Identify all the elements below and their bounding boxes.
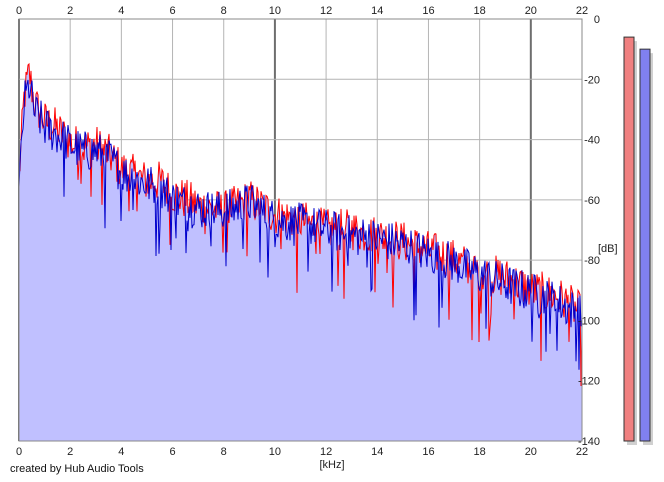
y-tick-label: -40 bbox=[584, 135, 600, 147]
x-tick-label: 18 bbox=[474, 446, 486, 458]
x-tick-labels-bottom: 0 2 4 6 8 10 12 14 16 18 20 22 bbox=[16, 446, 588, 458]
y-axis-label: [dB] bbox=[598, 243, 618, 255]
spectrum-fill bbox=[19, 64, 582, 441]
x-tick-labels-top: 0 2 4 6 8 10 12 14 16 18 20 22 bbox=[16, 5, 588, 17]
series-right-channel bbox=[18, 79, 583, 370]
x-tick-label: 16 bbox=[422, 446, 434, 458]
spectrum-series bbox=[18, 62, 583, 387]
x-tick-label: 14 bbox=[371, 446, 383, 458]
credit-text: created by Hub Audio Tools bbox=[10, 463, 144, 475]
y-tick-label: -120 bbox=[578, 376, 600, 388]
x-tick-label: 12 bbox=[320, 5, 332, 17]
level-meters bbox=[623, 36, 653, 446]
x-tick-label: 14 bbox=[371, 5, 383, 17]
series-left-channel bbox=[18, 62, 583, 387]
plot-frame bbox=[18, 18, 583, 442]
x-tick-label: 22 bbox=[576, 5, 588, 17]
x-axis-label: [kHz] bbox=[319, 459, 344, 471]
x-tick-label: 6 bbox=[169, 446, 175, 458]
y-tick-label: -140 bbox=[578, 436, 600, 448]
x-tick-label: 16 bbox=[422, 5, 434, 17]
spectrum-area bbox=[19, 64, 582, 441]
y-tick-label: -100 bbox=[578, 315, 600, 327]
plot-border bbox=[18, 18, 583, 442]
x-tick-label: 0 bbox=[16, 446, 22, 458]
x-tick-label: 2 bbox=[67, 446, 73, 458]
x-tick-label: 20 bbox=[525, 446, 537, 458]
x-tick-label: 2 bbox=[67, 5, 73, 17]
x-tick-label: 12 bbox=[320, 446, 332, 458]
x-tick-label: 8 bbox=[221, 5, 227, 17]
x-tick-label: 10 bbox=[269, 446, 281, 458]
x-tick-label: 0 bbox=[16, 5, 22, 17]
x-tick-label: 10 bbox=[269, 5, 281, 17]
level-meter-left bbox=[623, 36, 635, 442]
y-tick-label: -60 bbox=[584, 195, 600, 207]
y-tick-label: 0 bbox=[594, 14, 600, 26]
x-tick-label: 22 bbox=[576, 446, 588, 458]
x-tick-label: 18 bbox=[474, 5, 486, 17]
y-tick-label: -20 bbox=[584, 74, 600, 86]
y-tick-labels: 0 -20 -40 -60 -80 -100 -120 -140 bbox=[578, 14, 600, 448]
x-tick-label: 20 bbox=[525, 5, 537, 17]
x-tick-label: 4 bbox=[118, 446, 124, 458]
level-meter-right bbox=[639, 48, 651, 442]
x-tick-label: 4 bbox=[118, 5, 124, 17]
y-tick-label: -80 bbox=[584, 255, 600, 267]
x-tick-label: 8 bbox=[221, 446, 227, 458]
x-tick-label: 6 bbox=[169, 5, 175, 17]
